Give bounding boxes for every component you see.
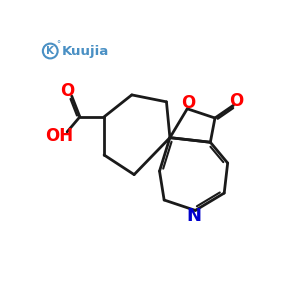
Text: N: N [187,207,202,225]
Text: O: O [181,94,196,112]
Text: °: ° [56,40,60,49]
Text: O: O [61,82,75,100]
Text: OH: OH [45,128,73,146]
Text: K: K [46,46,54,56]
Text: Kuujia: Kuujia [61,44,109,58]
Text: O: O [229,92,243,110]
